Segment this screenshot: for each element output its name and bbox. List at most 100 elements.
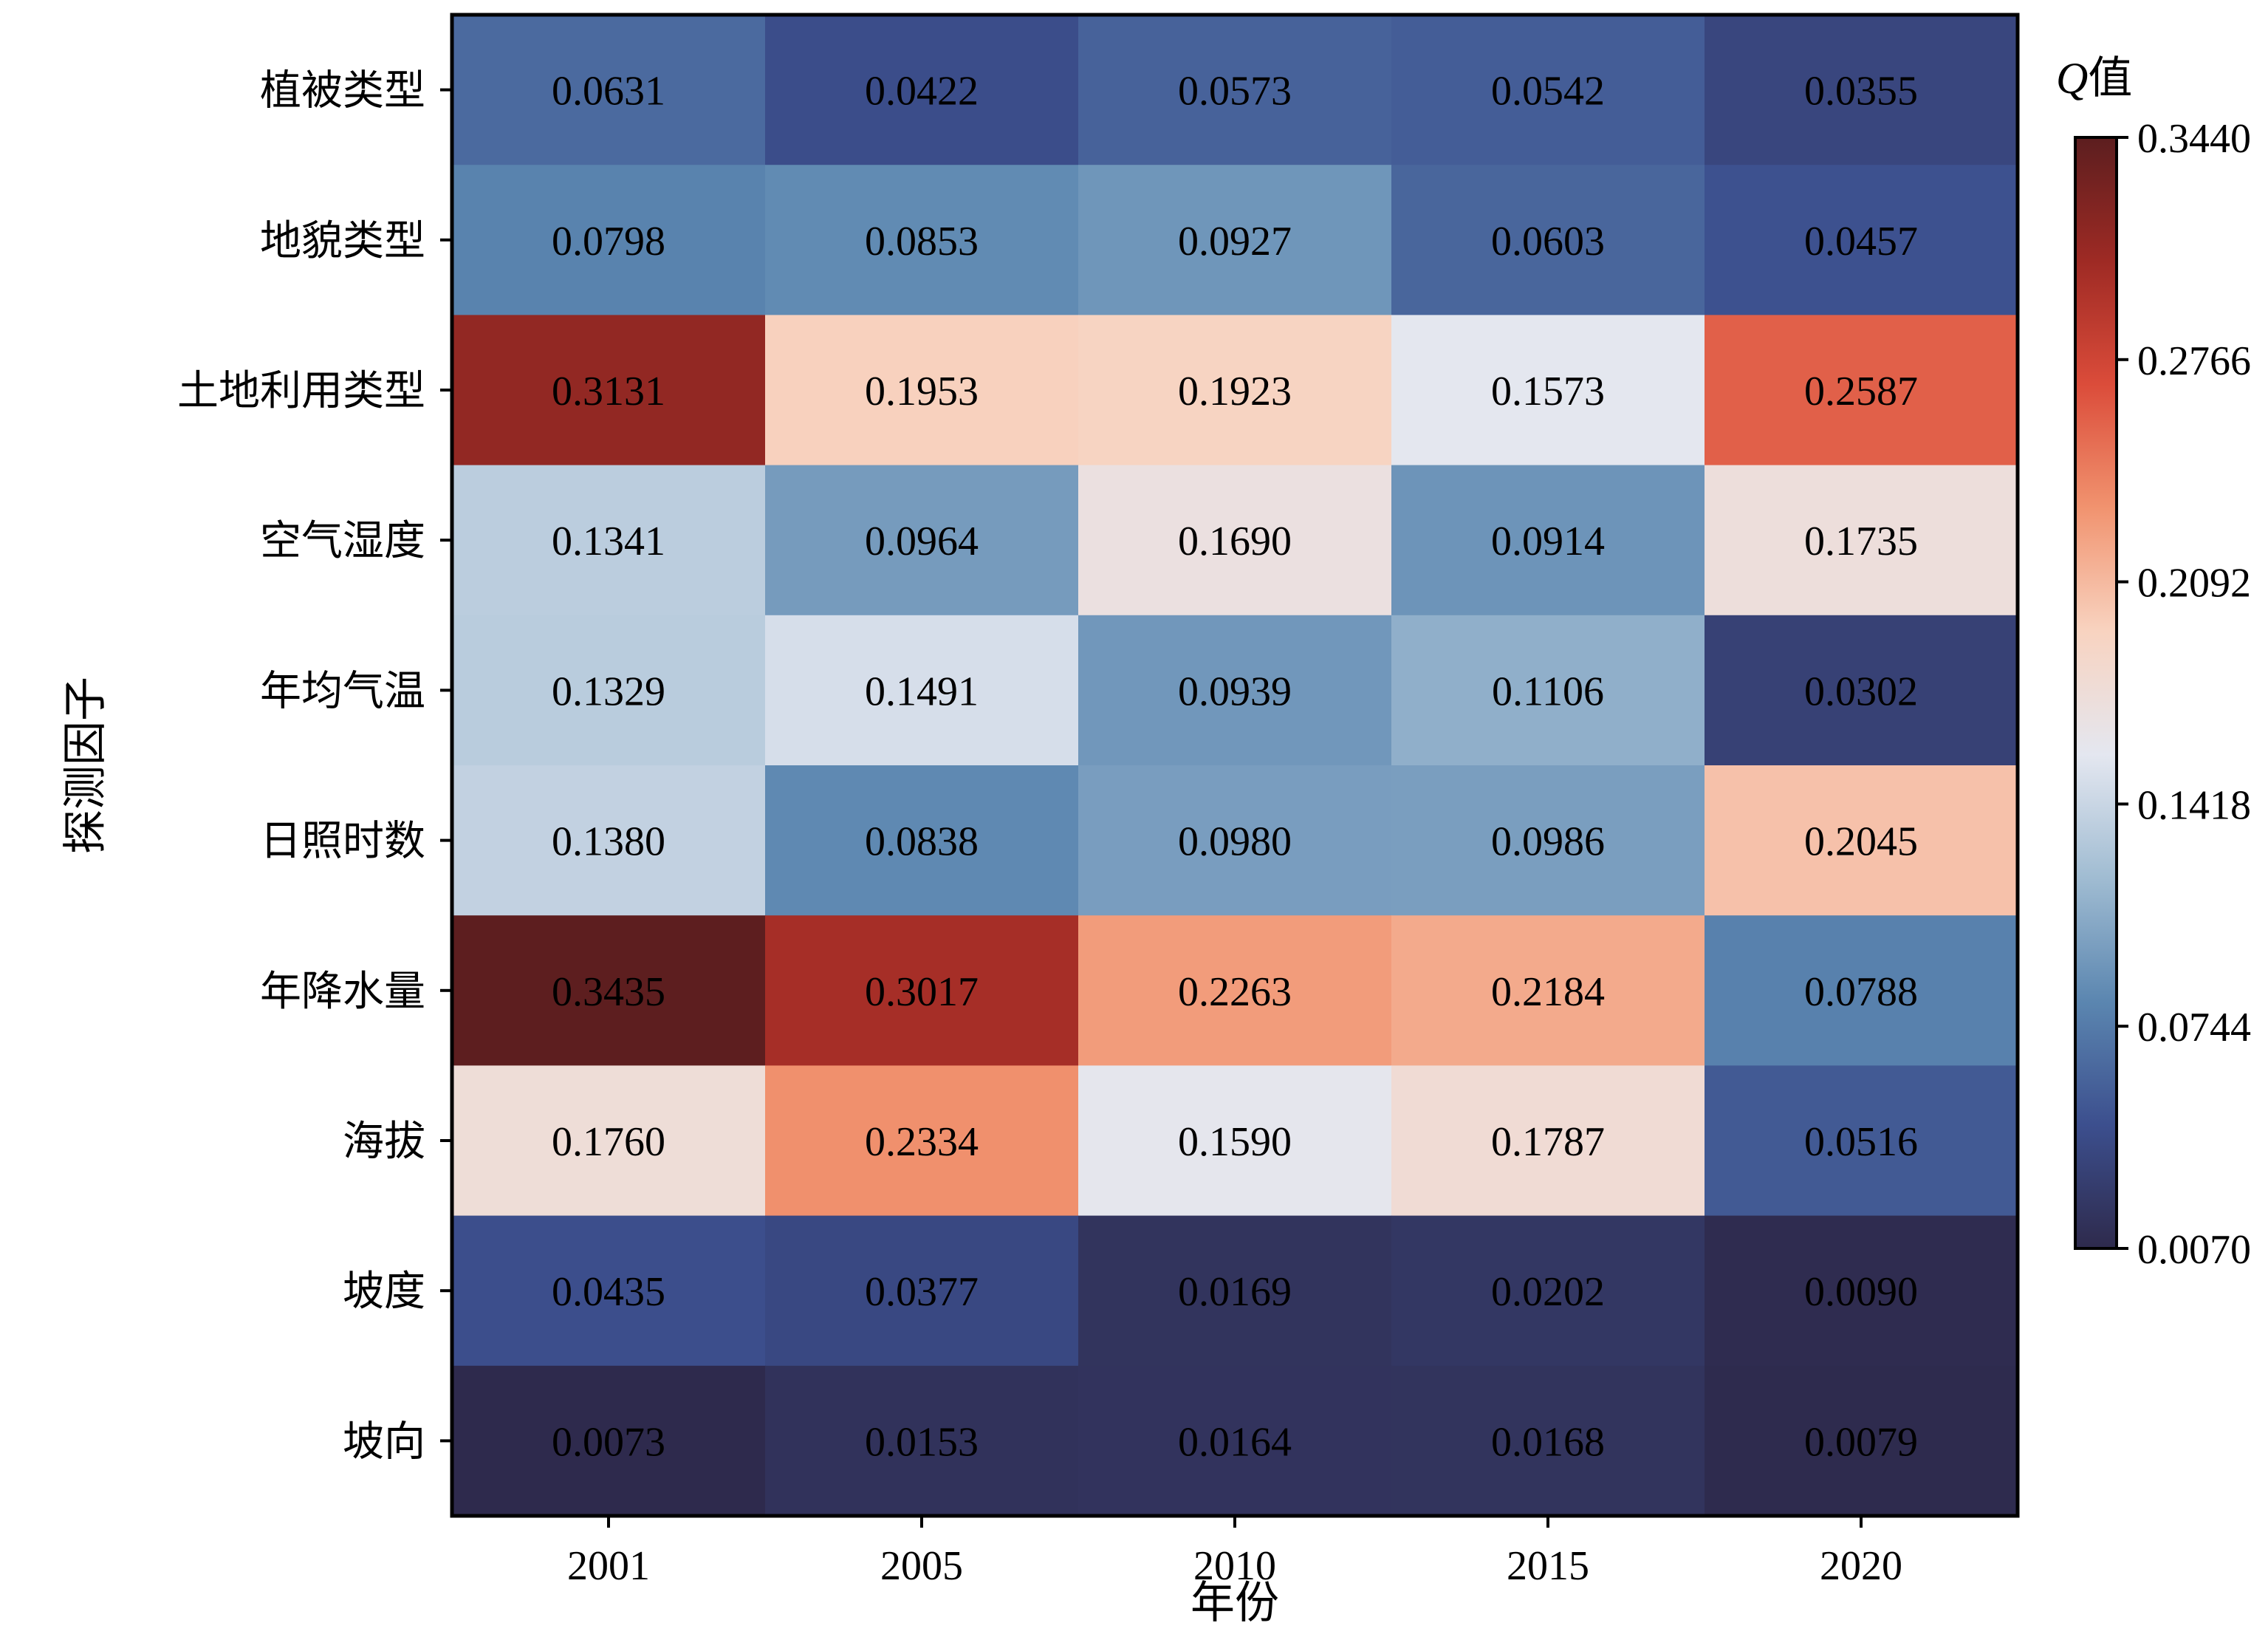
heatmap-cell [765, 1365, 1079, 1517]
heatmap-cell [1705, 1065, 2018, 1217]
cell-value-label: 0.0980 [1178, 819, 1292, 865]
cell-value-label: 0.2184 [1491, 969, 1605, 1015]
heatmap-cell [452, 315, 766, 466]
cell-value-label: 0.0377 [865, 1269, 979, 1315]
y-tick-label: 海拔 [343, 1118, 425, 1166]
cell-value-label: 0.3131 [552, 369, 665, 414]
cell-value-label: 0.1329 [552, 669, 665, 714]
cell-value-label: 0.1953 [865, 369, 979, 414]
heatmap-cell [1391, 1215, 1705, 1367]
heatmap-cell [1391, 1065, 1705, 1217]
heatmap-cell [765, 1215, 1079, 1367]
heatmap-cell [1078, 465, 1392, 616]
heatmap-cell [1705, 465, 2018, 616]
heatmap-cell [1391, 465, 1705, 616]
x-tick-label: 2001 [567, 1543, 650, 1589]
cell-value-label: 0.0964 [865, 519, 979, 564]
x-axis-ticks: 2001 2005 2010 2015 2020 [567, 1516, 1902, 1589]
cell-value-label: 0.2587 [1804, 369, 1918, 414]
cell-value-label: 0.0202 [1491, 1269, 1605, 1315]
heatmap-cell [1391, 765, 1705, 916]
y-tick-label: 年均气温 [260, 667, 425, 715]
heatmap-cell [452, 15, 766, 165]
cell-value-label: 0.0927 [1178, 219, 1292, 264]
cell-value-label: 0.1690 [1178, 519, 1292, 564]
heatmap-cell [1391, 915, 1705, 1066]
cell-value-label: 0.1573 [1491, 369, 1605, 414]
cell-value-label: 0.1787 [1491, 1119, 1605, 1165]
cell-value-label: 0.3435 [552, 969, 665, 1015]
heatmap-cell [1705, 15, 2018, 165]
heatmap-cell [1705, 1215, 2018, 1367]
heatmap-cell [452, 1215, 766, 1367]
heatmap-cell [452, 1065, 766, 1217]
heatmap-cell [765, 1065, 1079, 1217]
x-tick-label: 2005 [880, 1543, 963, 1589]
heatmap-cell [1078, 915, 1392, 1066]
cell-value-label: 0.0838 [865, 819, 979, 865]
heatmap-cell [1078, 15, 1392, 165]
cell-value-label: 0.0090 [1804, 1269, 1918, 1315]
heatmap-cell [765, 915, 1079, 1066]
cell-value-label: 0.0457 [1804, 219, 1918, 264]
cell-value-label: 0.1735 [1804, 519, 1918, 564]
heatmap-cell [1391, 15, 1705, 165]
heatmap-cell [1078, 1215, 1392, 1367]
x-tick-label: 2015 [1507, 1543, 1589, 1589]
heatmap-cell [1705, 615, 2018, 766]
heatmap-cell [1705, 1365, 2018, 1517]
heatmap-cell [1705, 315, 2018, 466]
heatmap-cell [452, 465, 766, 616]
heatmap-cell [1391, 1365, 1705, 1517]
cell-value-label: 0.0168 [1491, 1419, 1605, 1465]
heatmap-cell [1078, 615, 1392, 766]
cell-value-label: 0.0073 [552, 1419, 665, 1465]
cell-value-label: 0.0986 [1491, 819, 1605, 865]
heatmap-cell [1391, 315, 1705, 466]
colorbar-title-q: Q [2056, 54, 2088, 103]
colorbar-ticks: 0.0070 0.0744 0.1418 0.2092 0.2766 0.3440 [2117, 116, 2251, 1273]
x-tick-label: 2020 [1820, 1543, 1902, 1589]
cell-value-label: 0.3017 [865, 969, 979, 1015]
cell-value-label: 0.0542 [1491, 69, 1605, 115]
cell-value-label: 0.0853 [865, 219, 979, 264]
cell-value-label: 0.0079 [1804, 1419, 1918, 1465]
heatmap-cells [452, 15, 2018, 1517]
colorbar-tick-label: 0.2092 [2137, 561, 2251, 606]
y-tick-label: 坡向 [343, 1418, 425, 1466]
cell-value-label: 0.2334 [865, 1119, 979, 1165]
x-tick-label: 2010 [1193, 1543, 1276, 1589]
cell-value-label: 0.0435 [552, 1269, 665, 1315]
cell-value-label: 0.0302 [1804, 669, 1918, 714]
cell-value-label: 0.0422 [865, 69, 979, 115]
colorbar-tick-label: 0.0070 [2137, 1227, 2251, 1273]
cell-value-label: 0.0788 [1804, 969, 1918, 1015]
heatmap-cell [452, 765, 766, 916]
heatmap-cell [765, 15, 1079, 165]
heatmap-cell [1705, 915, 2018, 1066]
colorbar-title: Q值 [2056, 52, 2132, 104]
heatmap-cell [452, 165, 766, 315]
heatmap-cell [1705, 765, 2018, 916]
y-tick-label: 地貌类型 [260, 217, 425, 265]
heatmap-cell [1391, 165, 1705, 315]
cell-value-label: 0.1760 [552, 1119, 665, 1165]
cell-value-label: 0.2045 [1804, 819, 1918, 865]
heatmap-cell [452, 915, 766, 1066]
colorbar-title-rest: 值 [2088, 52, 2132, 104]
y-tick-label: 日照时数 [260, 818, 425, 866]
cell-value-label: 0.0603 [1491, 219, 1605, 264]
heatmap-cell [765, 765, 1079, 916]
cell-value-label: 0.0153 [865, 1419, 979, 1465]
cell-value-label: 0.0355 [1804, 69, 1918, 115]
heatmap-cell [1391, 615, 1705, 766]
cell-value-label: 0.2263 [1178, 969, 1292, 1015]
heatmap-cell [452, 615, 766, 766]
y-tick-label: 土地利用类型 [177, 367, 425, 415]
colorbar-tick-label: 0.3440 [2137, 116, 2251, 162]
cell-value-label: 0.1590 [1178, 1119, 1292, 1165]
x-axis-label: 年份 [1190, 1577, 1279, 1629]
cell-value-label: 0.0798 [552, 219, 665, 264]
colorbar-tick-label: 0.2766 [2137, 338, 2251, 384]
